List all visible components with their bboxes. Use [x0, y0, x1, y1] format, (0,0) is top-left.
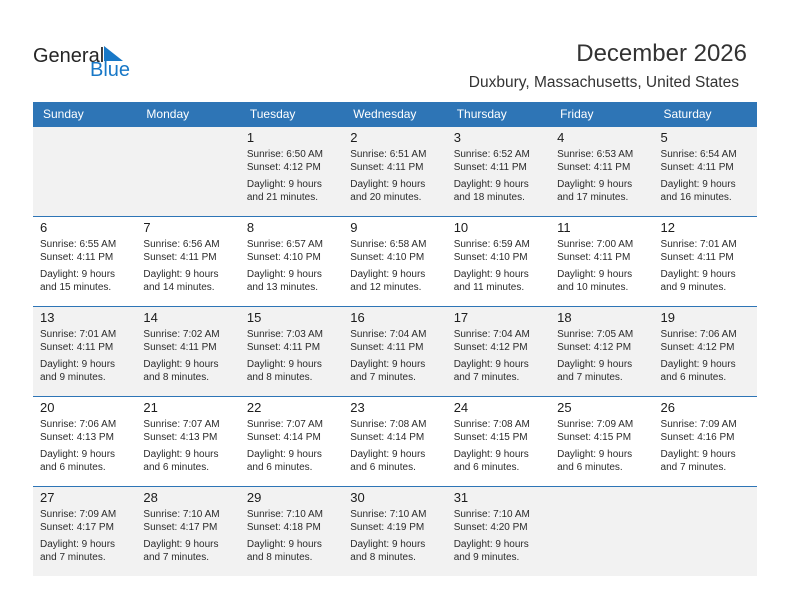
- svg-text:Duxbury, Massachusetts, United: Duxbury, Massachusetts, United States: [469, 74, 739, 91]
- svg-text:December 2026: December 2026: [576, 40, 747, 67]
